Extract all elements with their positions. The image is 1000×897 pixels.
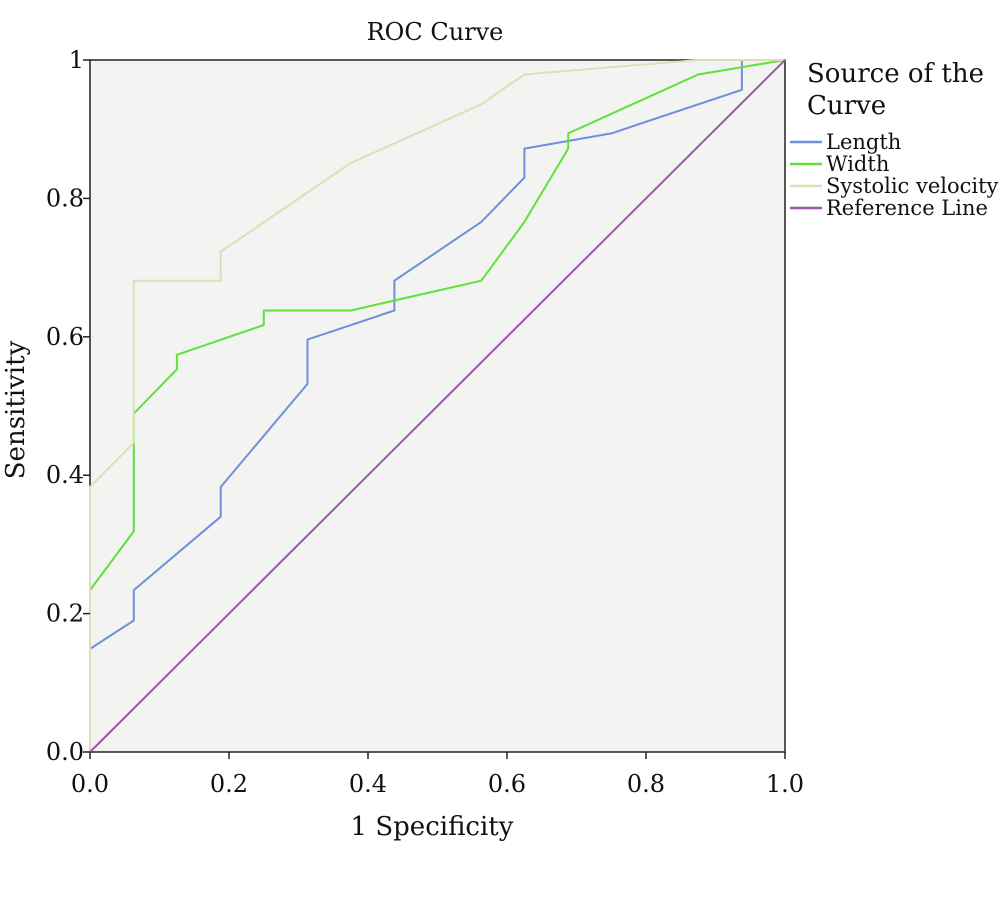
legend-label-width: Width (826, 152, 889, 176)
y-axis-title: Sensitivity (1, 340, 31, 479)
series-line-length (89, 59, 785, 752)
legend-label-length: Length (826, 130, 901, 154)
x-tick-label: 0.4 (349, 770, 387, 798)
y-tick-label: 0.4 (46, 461, 84, 489)
legend-label-reference-line: Reference Line (826, 196, 988, 220)
legend-title-line-2: Curve (807, 91, 886, 121)
series-layer (89, 59, 786, 753)
series-line-reference-line (89, 59, 786, 753)
x-tick-label: 0.0 (71, 770, 109, 798)
y-tick-label: 1 (69, 46, 84, 74)
chart-title: ROC Curve (367, 18, 504, 46)
y-tick-label: 0.2 (46, 600, 84, 628)
legend: Source of the Curve LengthWidthSystolic … (790, 59, 999, 220)
x-tick-label: 0.2 (210, 770, 248, 798)
y-tick-label: 0.8 (46, 184, 84, 212)
x-tick-label: 0.6 (488, 770, 526, 798)
series-line-width (89, 59, 786, 752)
y-tick-label: 0.6 (46, 323, 84, 351)
ticks-layer: 0.0 0.2 0.4 0.6 0.8 1.0 0.0 0.2 0.4 0.6 0.8 1 (46, 46, 804, 798)
legend-title-line-1: Source of the (807, 59, 984, 89)
x-tick-label: 0.8 (627, 770, 665, 798)
y-tick-label: 0.0 (46, 738, 84, 766)
legend-label-systolic-velocity: Systolic velocity (826, 174, 999, 198)
x-tick-label: 1.0 (766, 770, 804, 798)
series-line-systolic-velocity (89, 59, 785, 752)
x-axis-title: 1 Specificity (351, 812, 514, 842)
